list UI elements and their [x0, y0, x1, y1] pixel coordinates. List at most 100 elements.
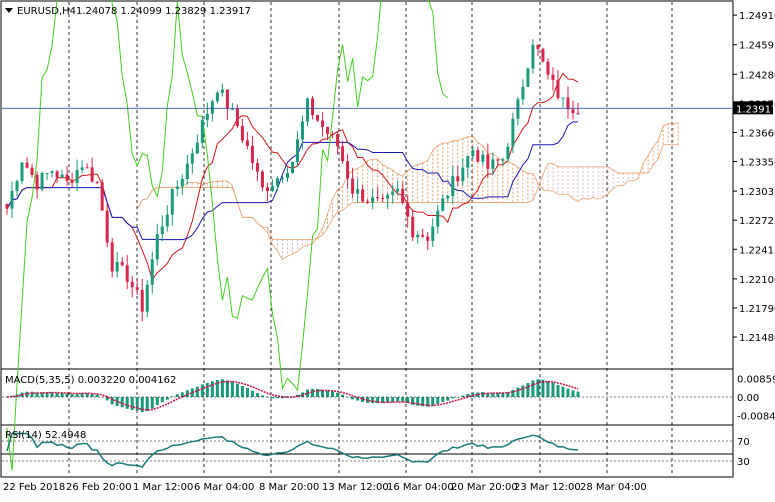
candle-body: [65, 174, 69, 181]
macd-bar: [235, 383, 239, 397]
macd-bar: [90, 393, 94, 397]
macd-tick-label: -0.008456: [737, 411, 775, 422]
candle-body: [321, 120, 325, 127]
candle-body: [446, 196, 450, 199]
x-tick-label: 13 Mar 12:00: [322, 482, 389, 493]
candle-body: [486, 154, 490, 169]
candle-body: [200, 119, 204, 143]
candle-body: [225, 89, 229, 110]
candle-body: [135, 287, 139, 290]
macd-bar: [326, 390, 330, 397]
candle-body: [336, 134, 340, 147]
candle-body: [316, 115, 320, 121]
macd-bar: [160, 397, 164, 403]
candle-body: [90, 167, 94, 182]
macd-bar: [466, 393, 470, 397]
candle-body: [536, 44, 540, 49]
macd-bar: [255, 392, 259, 397]
price-panel-frame: [0, 0, 734, 455]
candle-body: [125, 265, 129, 282]
macd-bar: [155, 397, 159, 406]
candle-body: [190, 153, 194, 164]
macd-bar: [441, 397, 445, 403]
macd-bar: [215, 380, 219, 397]
macd-bar: [396, 397, 400, 402]
macd-bar: [180, 392, 184, 397]
candle-body: [285, 173, 289, 179]
candle-body: [235, 108, 239, 127]
rsi-label: RSI(14) 52.4948: [5, 430, 86, 441]
macd-bar: [75, 393, 79, 397]
macd-signal-line: [6, 380, 579, 411]
macd-bar: [336, 392, 340, 397]
macd-bar: [40, 392, 44, 397]
candle-body: [326, 126, 330, 134]
candle-body: [386, 194, 390, 199]
candle-body: [80, 167, 84, 171]
x-tick-label: 1 Mar 12:00: [133, 482, 193, 493]
candle-body: [351, 178, 355, 194]
time-axis: 22 Feb 2018 26 Feb 20:00 1 Mar 12:00 6 Mar …: [1, 476, 733, 493]
y-tick-label: 1.22415: [739, 245, 775, 256]
macd-bar: [50, 392, 54, 397]
candle-body: [105, 210, 109, 243]
macd-bar: [401, 397, 405, 402]
macd-bar: [105, 397, 109, 401]
x-tick-label: 28 Mar 04:00: [580, 482, 647, 493]
macd-bar: [65, 393, 69, 397]
macd-bar: [210, 381, 214, 397]
candle-body: [275, 178, 279, 186]
candle-body: [331, 133, 335, 135]
chevron-down-icon[interactable]: [5, 8, 13, 13]
candle-body: [15, 181, 19, 191]
candle-body: [346, 161, 350, 179]
candle-body: [526, 68, 530, 87]
macd-bar: [291, 396, 294, 398]
price-tag: [733, 101, 773, 115]
candle-body: [170, 188, 174, 215]
macd-bar: [546, 381, 550, 397]
macd-bar: [190, 388, 194, 397]
macd-bar: [361, 397, 365, 403]
macd-bar: [195, 386, 199, 397]
macd-bar: [566, 388, 570, 397]
candle-body: [481, 154, 485, 162]
macd-bar: [85, 393, 89, 397]
candle-body: [371, 197, 375, 203]
candle-body: [155, 234, 159, 260]
candle-body: [85, 167, 89, 169]
y-tick-label: 1.24910: [739, 11, 775, 22]
candle-body: [180, 179, 184, 187]
macd-bar: [421, 397, 425, 407]
macd-bar: [451, 397, 455, 399]
candle-body: [140, 289, 144, 312]
macd-bar: [250, 390, 254, 397]
candle-body: [165, 214, 169, 227]
macd-bar: [576, 391, 580, 397]
macd-bar: [135, 397, 139, 411]
candle-body: [556, 79, 560, 99]
candle-body: [506, 146, 510, 160]
candle-body: [311, 98, 315, 116]
candle-body: [356, 189, 360, 194]
candle-body: [75, 170, 79, 183]
macd-bar: [531, 380, 535, 397]
macd-bar: [381, 397, 385, 404]
candle-body: [55, 171, 59, 178]
y-tick-label: 1.23660: [739, 128, 775, 139]
macd-bar: [456, 397, 460, 398]
candle-body: [5, 203, 9, 209]
candle-body: [361, 189, 365, 202]
x-tick-label: 22 Feb 2018: [3, 482, 65, 493]
candle-body: [110, 242, 114, 272]
candle-body: [291, 161, 294, 174]
rsi-tick-label: 70: [737, 437, 750, 448]
x-tick-label: 6 Mar 04:00: [194, 482, 254, 493]
y-tick-label: 1.23350: [739, 158, 775, 169]
macd-bar: [481, 392, 485, 397]
macd-indicator: 0.00859 0.00 -0.008456: [2, 374, 775, 422]
candle-body: [411, 216, 415, 238]
macd-bar: [95, 394, 99, 397]
